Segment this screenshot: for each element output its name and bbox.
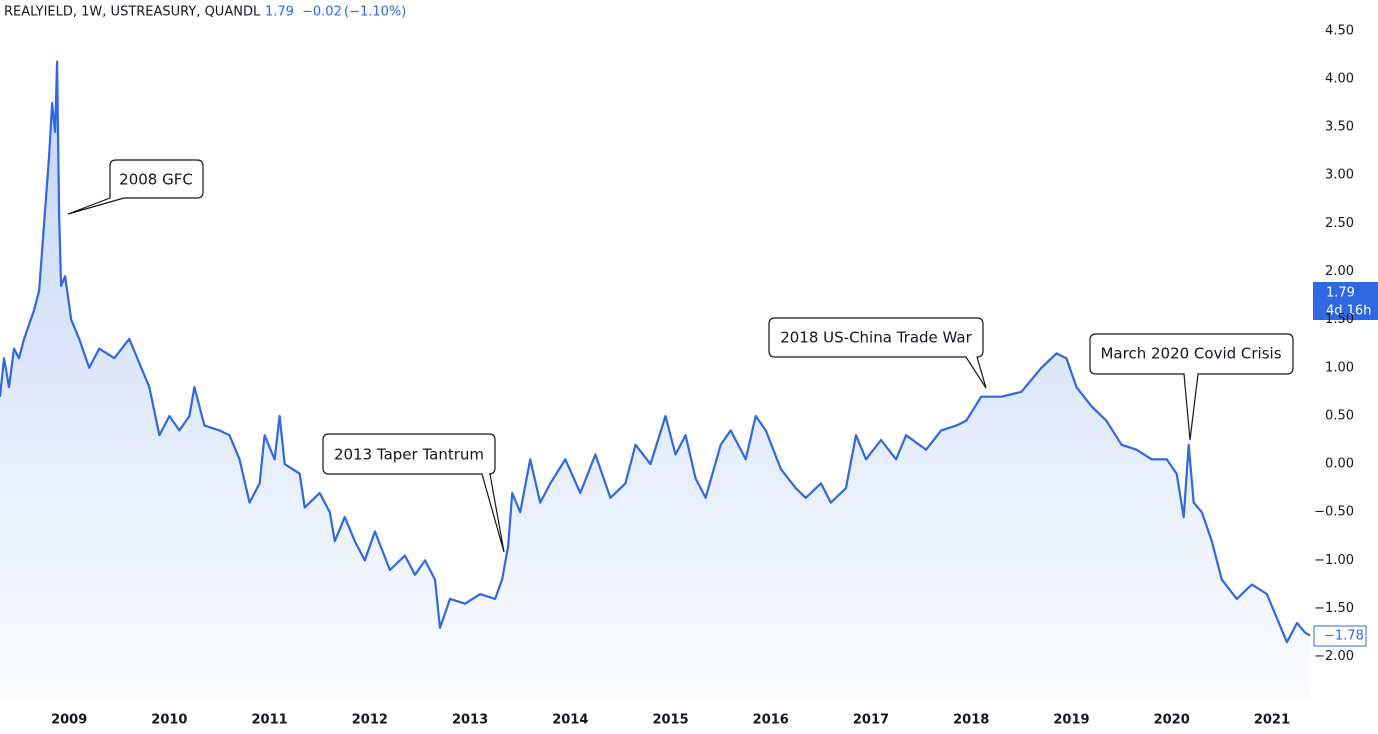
y-tick-label: 1.50 [1325,312,1354,327]
x-tick-label: 2019 [1053,713,1089,728]
x-tick-label: 2010 [151,713,187,728]
annotation: 2013 Taper Tantrum [334,446,484,464]
x-tick-label: 2014 [552,713,588,728]
y-tick-label: 0.50 [1325,408,1354,423]
x-tick-label: 2013 [452,713,488,728]
y-tick-label: 2.50 [1325,216,1354,231]
x-tick-label: 2015 [652,713,688,728]
y-tick-label: −0.50 [1314,505,1354,520]
price-tag [1313,282,1378,320]
annotation: March 2020 Covid Crisis [1100,345,1281,363]
x-tick-label: 2018 [953,713,989,728]
x-tick-label: 2012 [352,713,388,728]
y-tick-label: −2.00 [1314,649,1354,664]
y-tick-label: −1.00 [1314,553,1354,568]
symbol: REALYIELD, 1W, USTREASURY, QUANDL [4,5,261,20]
x-tick-label: 2017 [853,713,889,728]
annotation: 2018 US-China Trade War [780,329,972,347]
x-tick-label: 2009 [51,713,87,728]
last-value-tag [1313,625,1367,647]
plot [0,60,1311,701]
y-tick-label: 4.00 [1325,71,1354,86]
x-tick-label: 2011 [252,713,288,728]
y-tick-label: 2.00 [1325,264,1354,279]
line [0,60,1311,644]
area [0,61,1310,701]
x-tick-label: 2021 [1254,713,1290,728]
last-price: 1.79 [265,5,294,20]
x-tick-label: 2020 [1154,713,1190,728]
callout [67,159,1294,553]
y-tick-label: 1.00 [1325,360,1354,375]
change: −0.02 [302,5,342,20]
x-tick-label: 2016 [753,713,789,728]
y-tick-label: 0.00 [1325,457,1354,472]
y-tick-label: 3.00 [1325,168,1354,183]
price-tag-countdown: 4d 16h [1326,304,1371,319]
y-tick-label: 3.50 [1325,120,1354,135]
change-percent: (−1.10%) [344,5,406,20]
price-tag-value: 1.79 [1326,286,1355,301]
last-value-label: −1.78 [1324,629,1364,644]
y-tick-label: 4.50 [1325,23,1354,38]
annotation: 2008 GFC [119,171,193,189]
y-tick-label: −1.50 [1314,601,1354,616]
